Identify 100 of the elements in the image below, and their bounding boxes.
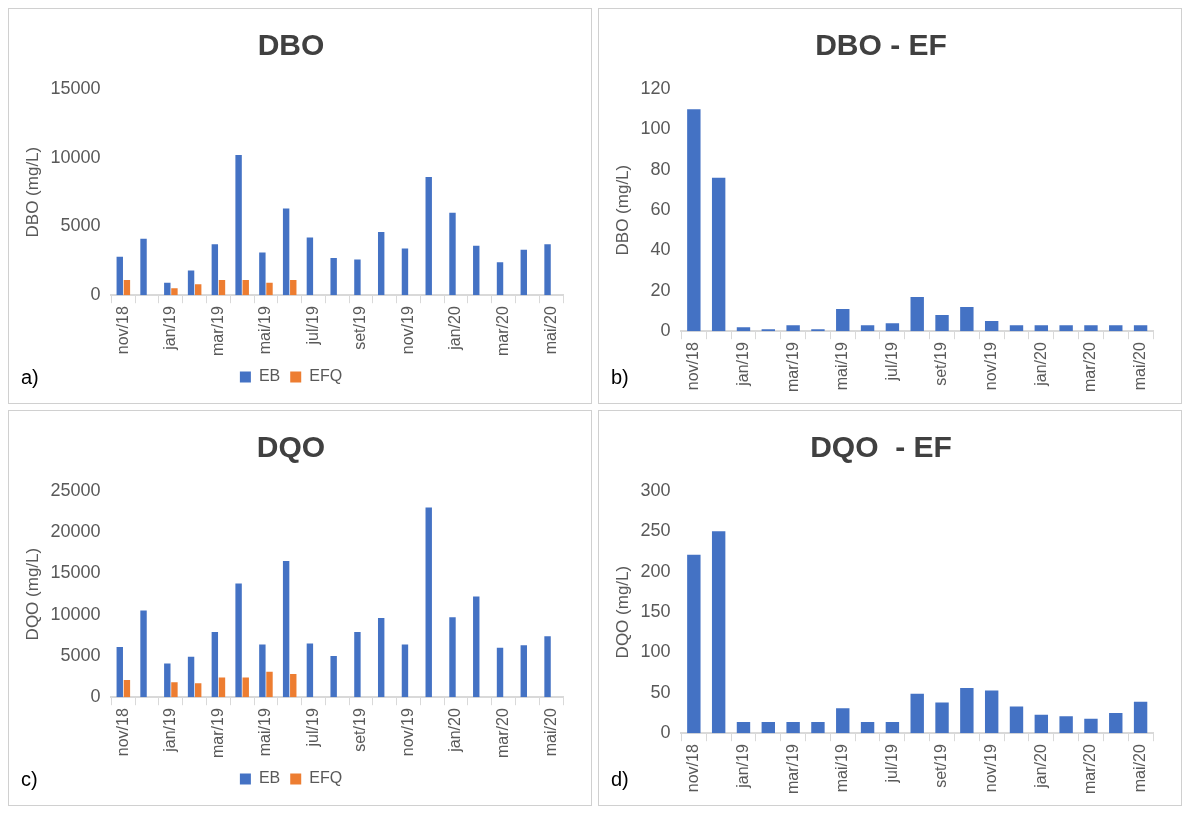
x-tick-label: nov/19 [398,306,416,355]
x-tick-label: mar/20 [493,306,511,356]
y-tick-label: 5000 [60,644,101,665]
bar [187,656,195,698]
y-tick-label: 25000 [50,479,101,500]
x-tick-label: jul/19 [882,744,900,784]
bar [1034,325,1049,332]
bar [910,296,924,332]
bar [259,252,266,296]
bar [164,663,171,698]
bar [1034,714,1049,734]
legend-label: EB [258,367,281,385]
x-tick-label: mai/20 [541,708,559,757]
bar [354,632,361,698]
x-tick-label: jan/19 [161,306,179,351]
chart-title: DQO [256,430,326,464]
bar [140,610,147,698]
text: d) [611,768,629,791]
bar [496,647,504,698]
x-tick-label: mai/20 [541,306,559,355]
bar [330,258,337,296]
bar [330,655,337,698]
y-tick-label: 150 [640,601,671,622]
x-tick-label: jan/19 [733,744,751,789]
y-tick-label: 200 [640,560,671,581]
y-axis-title: DQO (mg/L) [22,547,42,641]
text: c) [21,768,38,791]
y-tick-label: 120 [640,77,671,98]
x-tick-label: set/19 [932,744,950,788]
chart-title: DBO [257,28,325,62]
bar [211,632,219,698]
bar [687,554,701,734]
bar [306,643,314,698]
x-tick-label: mai/19 [833,744,851,793]
x-tick-label: set/19 [351,708,369,752]
bar [282,208,290,296]
x-tick-label: jan/20 [446,708,464,753]
bar [282,561,290,698]
x-tick-label: nov/19 [982,342,1000,391]
bar [496,262,504,296]
x-tick-label: mar/20 [493,708,511,758]
bar [171,288,178,296]
x-tick-label: mar/19 [783,342,801,392]
chart-title: DQO - EF [810,430,952,464]
y-tick-label: 15000 [50,77,101,98]
text: b) [611,366,629,389]
x-tick-label: mai/20 [1131,744,1148,793]
bar [761,721,775,734]
x-tick-label: nov/18 [684,342,702,391]
x-tick-label: mar/19 [208,306,226,356]
bar [290,280,297,296]
x-tick-label: jul/19 [303,306,321,346]
bar [354,259,361,296]
bar [425,507,432,698]
bar [235,154,242,296]
bar [1009,706,1024,734]
x-tick-label: jan/19 [161,708,179,753]
x-tick-label: mar/19 [783,744,801,794]
bar [259,644,266,698]
bar [1084,325,1098,332]
x-tick-label: jan/20 [1031,744,1049,789]
bar [425,176,432,296]
x-tick-label: mai/20 [1131,342,1148,391]
x-tick-label: nov/19 [982,744,1000,793]
y-tick-label: 0 [660,722,671,743]
y-tick-label: 10000 [50,603,101,624]
bar [544,244,551,296]
x-tick-label: jan/20 [446,306,464,351]
bar [242,677,249,698]
y-tick-label: 0 [90,686,101,707]
bar [123,679,131,698]
x-tick-label: jul/19 [882,342,900,382]
bar [711,177,726,332]
bar [1133,701,1148,734]
bar [473,596,480,698]
y-tick-label: 80 [650,158,671,179]
bar [171,682,178,698]
bar [544,636,551,698]
bar [401,248,409,296]
y-axis-title: DBO (mg/L) [22,146,42,238]
y-tick-label: 250 [640,520,671,541]
bar [123,280,131,296]
bar [836,309,850,332]
bar [218,280,226,296]
bar [1109,713,1123,734]
bar [1059,716,1073,734]
bar [116,256,123,296]
x-tick-label: mar/20 [1081,342,1099,392]
bar [711,531,726,734]
x-tick-label: mai/19 [256,708,274,757]
bar [242,280,249,296]
bar [218,677,226,698]
y-axis-title: DQO (mg/L) [612,565,632,659]
bar [935,702,949,734]
y-tick-label: 15000 [50,562,101,583]
bar [960,687,974,734]
bar [761,329,775,332]
bar [786,325,800,332]
x-tick-label: mar/19 [208,708,226,758]
bar [1133,325,1148,332]
